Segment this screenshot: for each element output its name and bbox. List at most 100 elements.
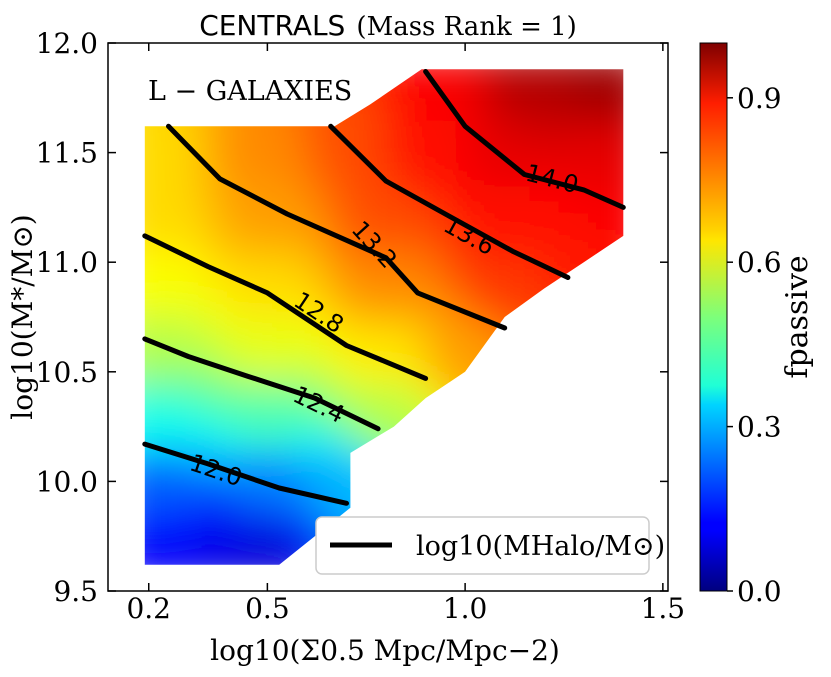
heatmap-cell xyxy=(499,103,516,121)
heatmap-cell xyxy=(308,399,325,417)
heatmap-cell xyxy=(205,432,222,450)
x-axis-ticks: 0.2 0.5 1.0 1.5 xyxy=(126,43,685,625)
heatmap-cell xyxy=(161,382,177,401)
heatmap-cell xyxy=(529,152,545,170)
heatmap-cell xyxy=(396,251,413,269)
heatmap-cell xyxy=(146,399,163,417)
heatmap-cell xyxy=(544,136,560,154)
heatmap-cell xyxy=(455,349,472,368)
heatmap-cell xyxy=(161,185,177,203)
heatmap-cell xyxy=(176,497,192,516)
x-tick-label: 0.2 xyxy=(126,592,171,625)
heatmap-cell xyxy=(323,251,339,269)
heatmap-cell xyxy=(176,514,192,532)
heatmap-cell xyxy=(441,185,457,203)
heatmap-cell xyxy=(220,497,236,516)
heatmap-cell xyxy=(205,481,222,499)
heatmap-cell xyxy=(573,152,590,170)
heatmap-cell xyxy=(190,201,207,220)
heatmap-cell xyxy=(220,300,236,318)
heatmap-cell xyxy=(558,201,575,220)
heatmap-cell xyxy=(455,317,472,335)
heatmap-cell xyxy=(617,136,624,154)
heatmap-cell xyxy=(382,382,398,401)
heatmap-cell xyxy=(441,333,457,351)
heatmap-cell xyxy=(146,448,163,466)
heatmap-cell xyxy=(396,201,413,220)
heatmap-cell xyxy=(176,481,192,499)
heatmap-cell xyxy=(455,267,472,286)
heatmap-cell xyxy=(499,185,516,203)
heatmap-cell xyxy=(441,218,457,236)
heatmap-cell xyxy=(529,234,545,253)
heatmap-cell xyxy=(308,497,325,516)
heatmap-cell xyxy=(426,136,442,154)
heatmap-cell xyxy=(426,119,442,138)
heatmap-cell xyxy=(499,86,516,105)
heatmap-cell xyxy=(337,284,354,302)
contour-line-12.4 xyxy=(142,336,381,432)
heatmap-cell xyxy=(264,349,280,368)
heatmap-cell xyxy=(279,349,295,368)
heatmap-cell xyxy=(588,136,604,154)
heatmap-cell xyxy=(144,497,148,516)
legend: log10(MHalo/M⊙) xyxy=(315,516,665,575)
legend-label: log10(MHalo/M⊙) xyxy=(416,531,665,562)
heatmap-cell xyxy=(323,465,339,483)
heatmap-cell xyxy=(529,267,545,286)
heatmap-cell xyxy=(161,218,177,236)
heatmap-cell xyxy=(249,218,266,236)
heatmap-cell xyxy=(234,530,251,549)
heatmap-cell xyxy=(161,465,177,483)
heatmap-cell xyxy=(396,86,413,105)
heatmap-cell xyxy=(514,86,531,105)
heatmap-cell xyxy=(249,349,266,368)
y-axis-label: log10(M*/M⊙) xyxy=(6,214,39,419)
heatmap-cell xyxy=(544,119,560,138)
heatmap-cell xyxy=(323,169,339,187)
heatmap-cell xyxy=(558,251,575,269)
heatmap-cell xyxy=(382,234,398,253)
colorbar-tick-label: 0.0 xyxy=(737,575,782,608)
heatmap-cell xyxy=(308,284,325,302)
heatmap-cell xyxy=(146,497,163,516)
heatmap-cell xyxy=(426,169,442,187)
heatmap-cell xyxy=(190,136,207,154)
heatmap-cell xyxy=(455,185,472,203)
heatmap-cell xyxy=(558,152,575,170)
heatmap-cell xyxy=(161,399,177,417)
heatmap-cell xyxy=(411,317,428,335)
heatmap-cell xyxy=(176,201,192,220)
heatmap-cell xyxy=(279,432,295,450)
heatmap-cell xyxy=(146,415,163,433)
heatmap-cell xyxy=(323,201,339,220)
heatmap-cell xyxy=(441,349,457,368)
heatmap-cell xyxy=(308,366,325,384)
heatmap-cell xyxy=(293,234,310,253)
heatmap-cell xyxy=(441,136,457,154)
heatmap-cell xyxy=(234,432,251,450)
heatmap-cell xyxy=(441,169,457,187)
heatmap-cell xyxy=(337,152,354,170)
heatmap-cell xyxy=(426,234,442,253)
heatmap-cell xyxy=(279,185,295,203)
heatmap-cell xyxy=(264,251,280,269)
heatmap-cell xyxy=(337,317,354,335)
heatmap-cell xyxy=(396,399,413,417)
heatmap-cell xyxy=(264,514,280,532)
colorbar-label: fpassive xyxy=(780,255,815,378)
heatmap-cell xyxy=(573,218,590,236)
heatmap-cell xyxy=(220,136,236,154)
heatmap-cell xyxy=(146,317,163,335)
heatmap-cell xyxy=(514,218,531,236)
heatmap-cell xyxy=(144,169,148,187)
heatmap-cell xyxy=(485,169,501,187)
heatmap-cell xyxy=(176,465,192,483)
heatmap-cell xyxy=(441,70,457,88)
heatmap-cell xyxy=(529,218,545,236)
heatmap-cell xyxy=(190,169,207,187)
heatmap-cell xyxy=(176,218,192,236)
heatmap-cell xyxy=(220,284,236,302)
heatmap-cell xyxy=(176,333,192,351)
heatmap-cell xyxy=(544,218,560,236)
